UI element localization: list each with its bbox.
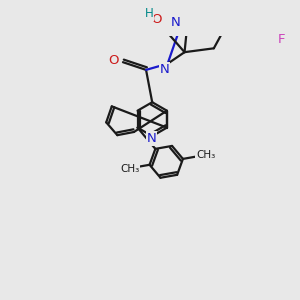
Text: O: O <box>109 54 119 67</box>
Text: CH₃: CH₃ <box>196 150 215 160</box>
Text: F: F <box>268 0 275 3</box>
Text: H: H <box>145 7 154 20</box>
Text: N: N <box>170 16 180 28</box>
Text: N: N <box>160 63 170 76</box>
Text: O: O <box>152 13 162 26</box>
Text: N: N <box>147 132 156 145</box>
Text: CH₃: CH₃ <box>120 164 140 173</box>
Text: F: F <box>278 33 285 46</box>
